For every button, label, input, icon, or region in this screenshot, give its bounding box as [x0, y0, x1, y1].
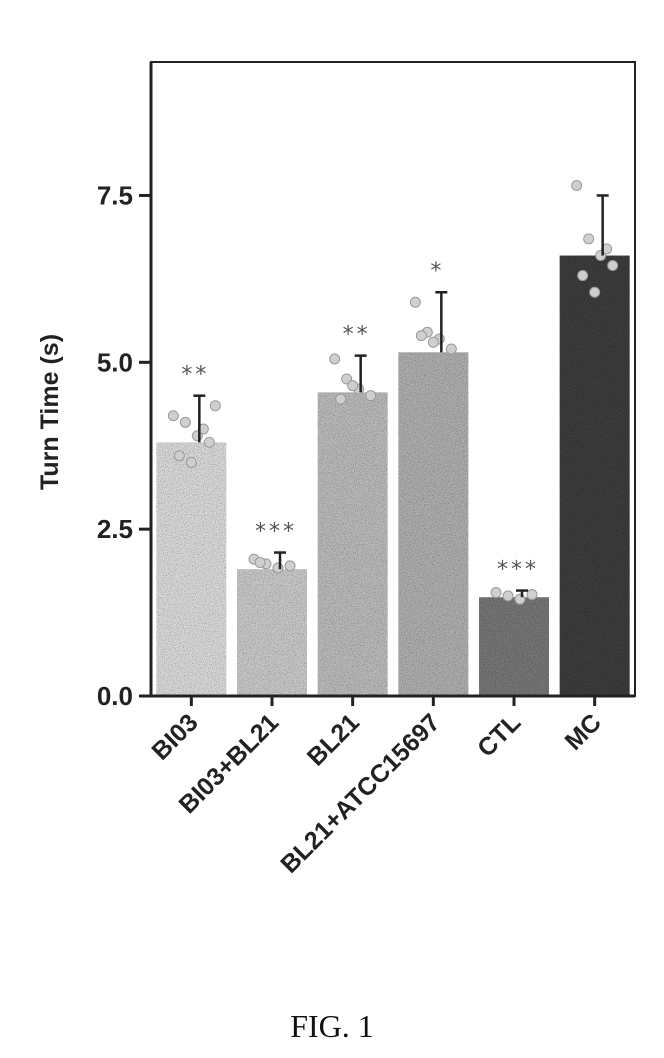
data-point: [416, 331, 426, 341]
significance-label: **: [343, 323, 371, 348]
data-point: [503, 591, 513, 601]
y-tick-label: 7.5: [97, 180, 133, 210]
data-point: [186, 457, 196, 467]
data-point: [366, 391, 376, 401]
bar: [237, 569, 307, 696]
data-point: [174, 451, 184, 461]
bar: [398, 352, 468, 696]
significance-label: ***: [497, 558, 539, 583]
data-point: [273, 563, 283, 573]
bar: [560, 256, 630, 696]
data-point: [515, 594, 525, 604]
data-point: [584, 234, 594, 244]
data-point: [608, 261, 618, 271]
data-point: [336, 394, 346, 404]
points-layer: [168, 180, 617, 604]
significance-label: ***: [255, 520, 297, 545]
y-tick-label: 5.0: [97, 347, 133, 377]
x-tick-label: BL21+ATCC15697: [275, 708, 445, 878]
significance-label: *: [430, 259, 444, 284]
data-point: [428, 337, 438, 347]
bars-layer: [156, 256, 629, 696]
data-point: [410, 297, 420, 307]
figure-caption: FIG. 1: [0, 1008, 664, 1045]
data-point: [168, 411, 178, 421]
bar: [318, 392, 388, 696]
data-point: [491, 588, 501, 598]
data-point: [446, 344, 456, 354]
y-axis-title: Turn Time (s): [36, 334, 64, 490]
significance-label: **: [181, 363, 209, 388]
x-tick-label: CTL: [472, 708, 526, 762]
data-point: [348, 381, 358, 391]
data-point: [210, 401, 220, 411]
data-point: [330, 354, 340, 364]
data-point: [590, 287, 600, 297]
bar: [156, 442, 226, 696]
data-point: [527, 590, 537, 600]
data-point: [285, 561, 295, 571]
data-point: [204, 437, 214, 447]
y-ticks-layer: 0.0 2.5 5.0 7.5: [97, 180, 151, 711]
data-point: [572, 180, 582, 190]
data-point: [578, 271, 588, 281]
y-tick-label: 2.5: [97, 514, 133, 544]
bar-chart: *********** 0.02.55.07.5 BI03BI03+BL21BL…: [0, 0, 664, 1000]
data-point: [255, 558, 265, 568]
x-tick-label: MC: [560, 708, 607, 755]
y-tick-label: 0.0: [97, 681, 133, 711]
x-ticks-layer: BI03BI03+BL21BL21BL21+ATCC15697CTLMC: [146, 696, 606, 879]
bar: [479, 597, 549, 696]
x-tick-label: BL21: [302, 708, 365, 771]
x-tick-label: BI03: [146, 708, 203, 765]
data-point: [180, 417, 190, 427]
